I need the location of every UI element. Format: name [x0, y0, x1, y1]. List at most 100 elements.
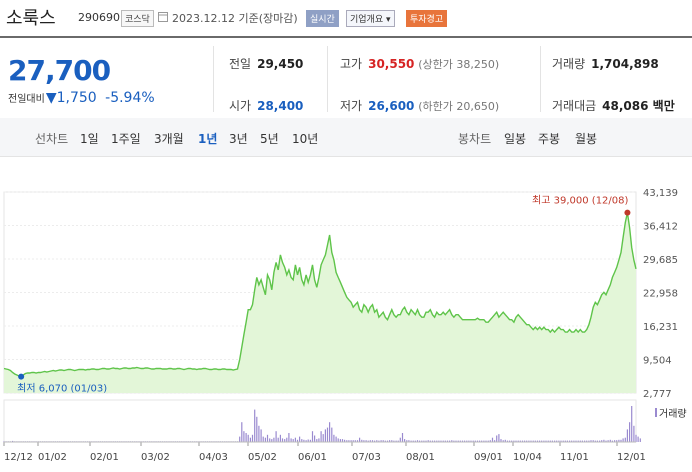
volume-bar	[266, 434, 269, 442]
volume-bar	[322, 434, 324, 442]
open-price: 시가 28,400	[229, 97, 303, 114]
volume-bar	[498, 434, 500, 442]
volume-bar	[513, 440, 515, 442]
volume-bar	[599, 440, 601, 442]
volume-bar	[331, 427, 333, 442]
volume-bar	[637, 436, 639, 442]
volume-bar	[564, 440, 566, 442]
volume-bar	[301, 439, 303, 442]
volume-bar	[629, 422, 631, 442]
volume-bar	[294, 437, 296, 442]
volume-bar	[451, 440, 453, 442]
volume-bar	[521, 440, 524, 442]
volume-bar	[491, 437, 494, 442]
change-label: 전일대비	[8, 94, 45, 105]
open-value: 28,400	[257, 99, 304, 113]
volume-bar	[429, 440, 431, 442]
max-marker	[624, 209, 631, 216]
volume-bar	[339, 439, 341, 442]
volume-bar	[483, 440, 485, 442]
quote-date: 2023.12.12 기준(장마감)	[172, 12, 298, 25]
x-tick-label: 10/04	[513, 452, 542, 463]
volume-bar	[581, 440, 583, 442]
volume-bar	[573, 440, 575, 442]
x-tick-label: 07/03	[352, 452, 381, 463]
tab-3y[interactable]: 3년	[229, 132, 248, 146]
volume-bar	[350, 440, 352, 442]
volume-bar	[391, 440, 393, 442]
market-badge: 코스닥	[121, 10, 154, 27]
volume-bar	[532, 440, 534, 442]
volume-bar	[530, 440, 532, 442]
volume-bar	[584, 440, 586, 442]
volume-bar	[382, 440, 384, 442]
volume-bar	[515, 440, 517, 442]
realtime-button[interactable]: 실시간	[306, 10, 339, 27]
volume-bar	[453, 440, 455, 442]
low-price: 저가 26,600 (하한가 20,650)	[340, 97, 499, 114]
volume-bar	[367, 440, 369, 442]
x-tick-label: 09/01	[474, 452, 503, 463]
volume-bar	[494, 440, 496, 442]
min-marker	[18, 373, 25, 380]
x-tick-label: 03/02	[141, 452, 170, 463]
price-chart[interactable]: 43,139 36,412 29,685 22,958 16,231 9,504 2,777…	[0, 156, 692, 472]
investment-warning-badge[interactable]: 투자경고	[406, 10, 448, 27]
volume-stat: 거래량 1,704,898	[552, 55, 659, 72]
volume-bar	[262, 436, 264, 442]
tab-3m[interactable]: 3개월	[154, 132, 184, 146]
tab-1d[interactable]: 1일	[80, 132, 99, 146]
volume-bar	[631, 406, 633, 442]
company-overview-dropdown[interactable]: 기업개요 ▾	[346, 10, 395, 27]
y-tick-label: 2,777	[643, 389, 672, 400]
volume-bar	[547, 440, 549, 442]
volume-bar	[416, 440, 419, 442]
volume-bar	[459, 440, 461, 442]
tab-monthly[interactable]: 월봉	[575, 132, 598, 146]
volume-bar	[384, 440, 386, 442]
high-value: 30,550	[368, 57, 415, 71]
volume-bar	[611, 440, 613, 442]
volume-bar	[406, 440, 408, 442]
x-tick-label: 02/01	[90, 452, 119, 463]
volume-bar	[489, 440, 491, 442]
y-axis: 43,139 36,412 29,685 22,958 16,231 9,504 2,777	[643, 188, 678, 400]
volume-bar	[470, 440, 472, 442]
volume-bar	[404, 439, 406, 442]
max-label: 최고 39,000 (12/08)	[532, 195, 628, 207]
volume-bar	[577, 440, 579, 442]
volume-bar	[517, 440, 519, 442]
tab-daily[interactable]: 일봉	[504, 132, 527, 146]
tab-1y[interactable]: 1년	[198, 132, 218, 146]
current-price: 27,700	[8, 54, 111, 87]
volume-bar	[431, 440, 434, 442]
volume-bar	[504, 439, 506, 442]
volume-bar	[506, 440, 509, 442]
volume-bar	[476, 440, 479, 442]
tab-1w[interactable]: 1주일	[111, 132, 141, 146]
volume-bar	[526, 440, 528, 442]
x-tick-label: 12/01	[617, 452, 646, 463]
tab-10y[interactable]: 10년	[292, 132, 319, 146]
volume-bar	[290, 438, 292, 442]
min-label: 최저 6,070 (01/03)	[17, 383, 107, 395]
tab-5y[interactable]: 5년	[260, 132, 279, 146]
volume-bar	[320, 431, 322, 442]
trade-amount: 거래대금 48,086 백만	[552, 97, 675, 114]
tab-weekly[interactable]: 주봉	[538, 132, 561, 146]
divider	[327, 46, 328, 112]
x-tick-label: 08/01	[406, 452, 435, 463]
volume-bar	[479, 440, 481, 442]
volume-bar	[277, 437, 279, 442]
volume-bar	[425, 440, 427, 442]
volume-legend-swatch	[655, 408, 657, 417]
chevron-down-icon: ▾	[386, 15, 391, 25]
volume-value: 1,704,898	[591, 57, 659, 71]
volume-bar	[614, 440, 616, 442]
upper-limit: (상한가 38,250)	[418, 58, 500, 71]
stock-header: 소룩스 290690 코스닥 2023.12.12 기준(장마감) 실시간 기업…	[0, 0, 692, 36]
volume-bar	[427, 440, 429, 442]
volume-bar	[309, 439, 311, 442]
volume-bar	[536, 440, 539, 442]
volume-bar	[560, 440, 562, 442]
